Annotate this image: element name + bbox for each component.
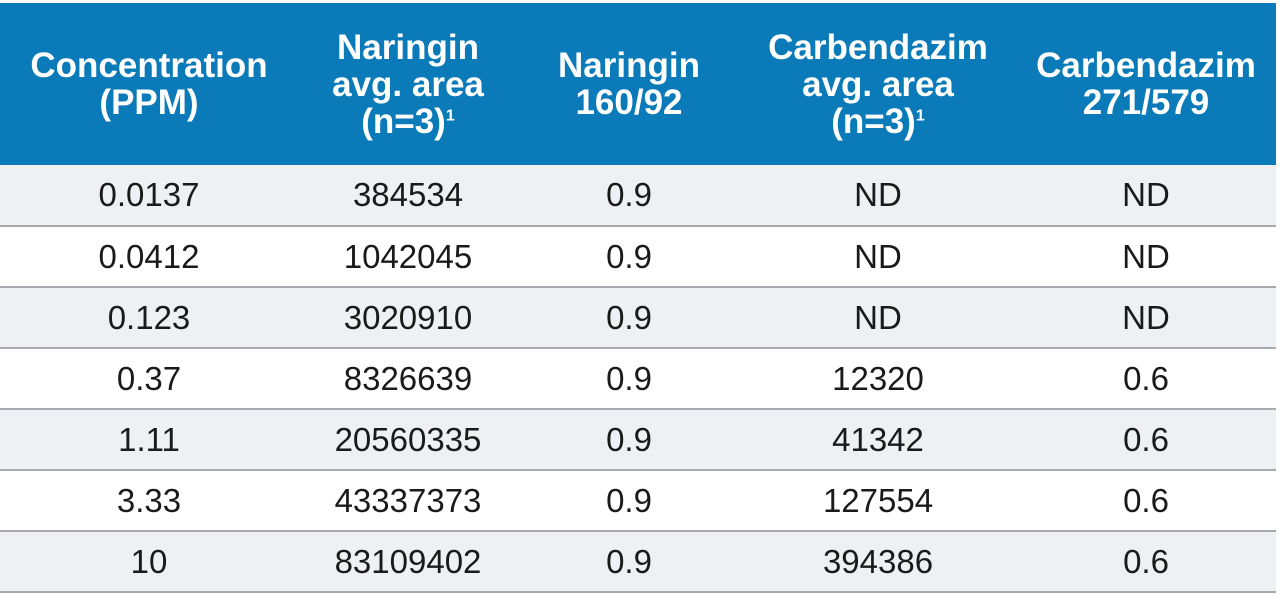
cell-carbendazim-area: 12320 [740, 348, 1016, 410]
cell-concentration: 0.37 [0, 348, 298, 410]
table-row: 3.33 43337373 0.9 127554 0.6 [0, 470, 1276, 532]
cell-naringin-ratio: 0.9 [518, 409, 740, 471]
cell-concentration: 0.0137 [0, 165, 298, 227]
cell-carbendazim-area: 394386 [740, 531, 1016, 593]
header-naringin-ratio: Naringin 160/92 [518, 3, 740, 165]
footnote-marker: 1 [445, 106, 455, 124]
cell-carbendazim-area: ND [740, 287, 1016, 349]
cell-carbendazim-area: ND [740, 226, 1016, 288]
header-line-with-footnote: (n=3)1 [746, 103, 1010, 140]
cell-naringin-area: 8326639 [298, 348, 518, 410]
cell-carbendazim-area: ND [740, 165, 1016, 227]
table-row: 10 83109402 0.9 394386 0.6 [0, 531, 1276, 593]
cell-carbendazim-ratio: 0.6 [1016, 409, 1276, 471]
cell-naringin-area: 3020910 [298, 287, 518, 349]
cell-naringin-ratio: 0.9 [518, 531, 740, 593]
cell-naringin-area: 20560335 [298, 409, 518, 471]
header-line: avg. area [332, 64, 484, 104]
header-line: Naringin [337, 27, 479, 67]
header-line: (n=3) [831, 101, 916, 141]
cell-concentration: 0.0412 [0, 226, 298, 288]
data-table-container: Concentration (PPM) Naringin avg. area (… [0, 3, 1276, 593]
table-row: 1.11 20560335 0.9 41342 0.6 [0, 409, 1276, 471]
cell-naringin-ratio: 0.9 [518, 226, 740, 288]
header-line: (PPM) [99, 83, 199, 122]
header-naringin-avg-area: Naringin avg. area (n=3)1 [298, 3, 518, 165]
header-row: Concentration (PPM) Naringin avg. area (… [0, 3, 1276, 165]
cell-naringin-area: 83109402 [298, 531, 518, 593]
footnote-marker: 1 [915, 106, 925, 124]
cell-naringin-ratio: 0.9 [518, 348, 740, 410]
cell-naringin-area: 384534 [298, 165, 518, 227]
table-row: 0.37 8326639 0.9 12320 0.6 [0, 348, 1276, 410]
table-row: 0.0412 1042045 0.9 ND ND [0, 226, 1276, 288]
header-line-with-footnote: (n=3)1 [304, 103, 512, 140]
header-line: avg. area [802, 64, 954, 104]
header-line: 271/579 [1082, 83, 1210, 122]
header-line: (n=3) [361, 101, 446, 141]
cell-concentration: 3.33 [0, 470, 298, 532]
cell-carbendazim-ratio: ND [1016, 226, 1276, 288]
cell-concentration: 1.11 [0, 409, 298, 471]
cell-carbendazim-area: 127554 [740, 470, 1016, 532]
cell-carbendazim-area: 41342 [740, 409, 1016, 471]
header-concentration: Concentration (PPM) [0, 3, 298, 165]
cell-naringin-ratio: 0.9 [518, 470, 740, 532]
cell-concentration: 10 [0, 531, 298, 593]
table-body: 0.0137 384534 0.9 ND ND 0.0412 1042045 0… [0, 165, 1276, 593]
header-carbendazim-ratio: Carbendazim 271/579 [1016, 3, 1276, 165]
cell-carbendazim-ratio: 0.6 [1016, 470, 1276, 532]
header-line: Carbendazim [768, 27, 988, 67]
table-header: Concentration (PPM) Naringin avg. area (… [0, 3, 1276, 165]
cell-carbendazim-ratio: 0.6 [1016, 348, 1276, 410]
table-row: 0.123 3020910 0.9 ND ND [0, 287, 1276, 349]
results-table: Concentration (PPM) Naringin avg. area (… [0, 3, 1276, 593]
header-line: 160/92 [575, 83, 683, 122]
cell-carbendazim-ratio: 0.6 [1016, 531, 1276, 593]
header-line: Carbendazim [1036, 46, 1256, 85]
table-row: 0.0137 384534 0.9 ND ND [0, 165, 1276, 227]
cell-naringin-ratio: 0.9 [518, 287, 740, 349]
cell-carbendazim-ratio: ND [1016, 165, 1276, 227]
header-carbendazim-avg-area: Carbendazim avg. area (n=3)1 [740, 3, 1016, 165]
cell-naringin-area: 43337373 [298, 470, 518, 532]
cell-carbendazim-ratio: ND [1016, 287, 1276, 349]
cell-naringin-area: 1042045 [298, 226, 518, 288]
cell-naringin-ratio: 0.9 [518, 165, 740, 227]
header-line: Concentration [30, 46, 268, 85]
header-line: Naringin [558, 46, 700, 85]
cell-concentration: 0.123 [0, 287, 298, 349]
